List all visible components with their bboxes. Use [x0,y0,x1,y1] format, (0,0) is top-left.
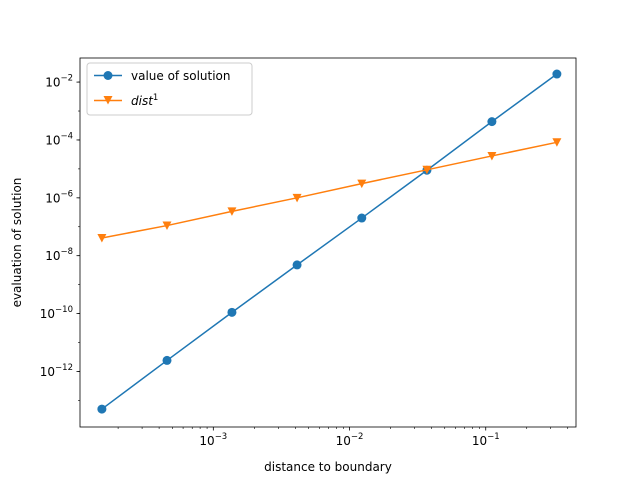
legend-label-dist: dist1 [131,93,158,108]
x-tick-label: 10−1 [472,432,500,448]
data-point-series-1 [487,151,497,161]
series-layer [97,69,562,414]
data-point-series-1 [422,165,432,175]
legend-label-dist-base: dist [131,94,154,108]
x-tick-label-base: 10 [336,434,351,448]
y-tick-label: 10−8 [45,247,73,263]
x-tick-label: 10−2 [336,432,364,448]
data-point-series-1 [97,233,107,243]
y-tick-label-exponent: −2 [60,74,73,84]
y-tick-label: 10−2 [45,74,73,90]
y-tick-label-base: 10 [40,365,55,379]
data-point-series-0 [487,117,497,127]
x-axis-label: distance to boundary [264,460,392,474]
plot-frame [79,57,577,428]
y-tick-label-base: 10 [45,133,60,147]
y-tick-label-exponent: −6 [60,189,73,199]
legend: value of solution dist1 [86,62,253,116]
data-point-series-1 [552,138,562,147]
y-axis-label: evaluation of solution [10,178,24,308]
series-line-1 [101,141,558,239]
data-point-series-0 [162,355,172,365]
y-tick-label-exponent: −10 [55,305,73,315]
y-tick-label-base: 10 [45,249,60,263]
x-tick-label-base: 10 [199,434,214,448]
y-tick-label: 10−10 [40,305,73,321]
legend-label-dist-superscript: 1 [153,93,158,103]
data-point-series-0 [292,260,302,270]
y-tick-label-base: 10 [45,76,60,90]
x-tick-label-exponent: −2 [351,432,364,442]
data-point-series-1 [292,193,302,203]
legend-frame [86,62,253,116]
x-tick-label-base: 10 [472,434,487,448]
y-tick-label-exponent: −8 [60,247,73,257]
x-tick-label: 10−3 [199,432,227,448]
data-point-series-0 [357,213,367,223]
x-tick-label-exponent: −3 [215,432,228,442]
legend-item-dist: dist1 [94,93,158,108]
legend-label-value-of-solution: value of solution [131,69,231,83]
x-tick-label-exponent: −1 [487,432,500,442]
y-tick-label-base: 10 [45,191,60,205]
y-tick-label: 10−12 [40,363,73,379]
y-tick-label-base: 10 [40,307,55,321]
y-tick-label-exponent: −4 [60,131,73,141]
y-tick-label: 10−6 [45,189,73,205]
data-point-series-1 [162,221,172,231]
legend-marker-dist [103,96,113,105]
x-axis-ticks: 10−3 10−2 10−1 [117,427,569,448]
legend-marker-value-of-solution [103,71,113,80]
y-tick-label: 10−4 [45,131,73,147]
data-point-series-1 [227,207,237,216]
data-point-series-0 [97,404,107,414]
data-point-series-1 [357,179,367,189]
series-line-0 [101,73,558,410]
y-tick-label-exponent: −12 [55,363,73,373]
data-point-series-0 [552,69,562,79]
data-point-series-0 [227,307,237,317]
legend-item-value-of-solution: value of solution [94,69,231,83]
